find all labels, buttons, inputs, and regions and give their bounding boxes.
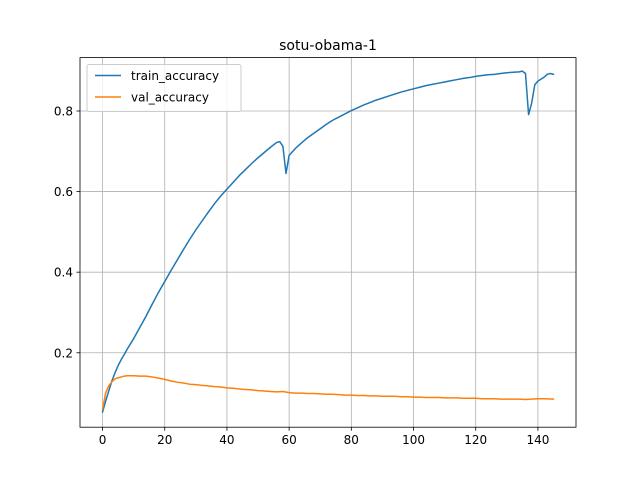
x-tick-label: 120	[464, 433, 487, 447]
chart-title: sotu-obama-1	[279, 38, 377, 54]
x-axis-ticks: 0 20 40 60 80 100 120 140	[99, 427, 549, 447]
legend-label-train-accuracy: train_accuracy	[131, 69, 219, 83]
x-tick-label: 0	[99, 433, 107, 447]
y-tick-label: 0.4	[54, 266, 73, 280]
legend: train_accuracy val_accuracy	[86, 64, 242, 112]
plot-frame	[79, 57, 577, 428]
x-tick-label: 60	[281, 433, 296, 447]
y-tick-label: 0.6	[54, 185, 73, 199]
series-line-train-accuracy	[101, 70, 555, 413]
y-tick-label: 0.2	[54, 346, 73, 360]
plot-area	[80, 57, 576, 428]
x-tick-label: 100	[402, 433, 425, 447]
y-axis-ticks: 0.2 0.4 0.6 0.8	[54, 104, 80, 360]
legend-box	[86, 64, 242, 112]
y-tick-label: 0.8	[54, 104, 73, 118]
grid-lines	[80, 57, 576, 428]
x-tick-label: 20	[157, 433, 172, 447]
x-tick-label: 40	[219, 433, 234, 447]
x-tick-label: 80	[344, 433, 359, 447]
series-line-val-accuracy	[101, 374, 555, 411]
x-tick-label: 140	[526, 433, 549, 447]
series-lines	[101, 70, 555, 413]
legend-label-val-accuracy: val_accuracy	[131, 91, 209, 105]
